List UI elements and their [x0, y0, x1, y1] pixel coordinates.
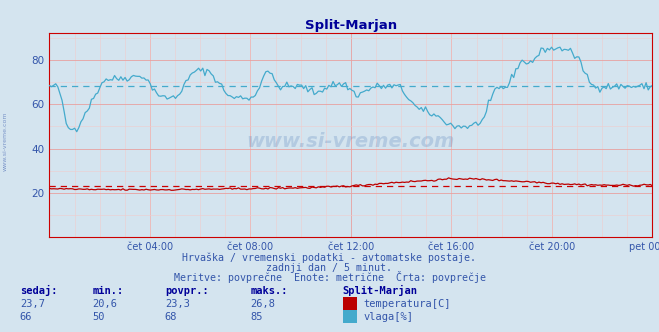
Text: maks.:: maks.: — [250, 286, 288, 296]
Text: Hrvaška / vremenski podatki - avtomatske postaje.: Hrvaška / vremenski podatki - avtomatske… — [183, 252, 476, 263]
Title: Split-Marjan: Split-Marjan — [305, 19, 397, 32]
Text: vlaga[%]: vlaga[%] — [364, 312, 414, 322]
Text: www.si-vreme.com: www.si-vreme.com — [3, 111, 8, 171]
Text: Meritve: povprečne  Enote: metrične  Črta: povprečje: Meritve: povprečne Enote: metrične Črta:… — [173, 271, 486, 283]
Text: 20,6: 20,6 — [92, 299, 117, 309]
Text: 23,3: 23,3 — [165, 299, 190, 309]
Text: 66: 66 — [20, 312, 32, 322]
Text: sedaj:: sedaj: — [20, 285, 57, 296]
Text: 26,8: 26,8 — [250, 299, 275, 309]
Text: povpr.:: povpr.: — [165, 286, 208, 296]
Text: 23,7: 23,7 — [20, 299, 45, 309]
Text: min.:: min.: — [92, 286, 123, 296]
Text: temperatura[C]: temperatura[C] — [364, 299, 451, 309]
Text: zadnji dan / 5 minut.: zadnji dan / 5 minut. — [266, 263, 393, 273]
Text: 50: 50 — [92, 312, 105, 322]
Text: www.si-vreme.com: www.si-vreme.com — [246, 132, 455, 151]
Text: 68: 68 — [165, 312, 177, 322]
Text: 85: 85 — [250, 312, 263, 322]
Text: Split-Marjan: Split-Marjan — [343, 285, 418, 296]
